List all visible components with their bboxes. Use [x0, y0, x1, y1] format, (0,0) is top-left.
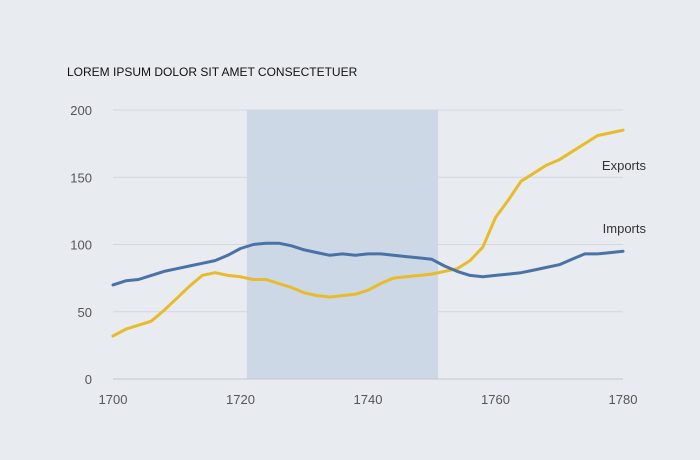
y-tick-label: 0 — [85, 372, 92, 387]
gridlines — [113, 109, 623, 380]
x-tick-label: 1720 — [226, 392, 255, 407]
y-tick-label: 150 — [70, 170, 92, 185]
y-tick-label: 100 — [70, 238, 92, 253]
chart-title: LOREM IPSUM DOLOR SIT AMET CONSECTETUER — [67, 65, 358, 79]
y-tick-label: 50 — [78, 305, 92, 320]
series-label-exports: Exports — [602, 158, 647, 173]
series-line-imports — [111, 241, 625, 287]
x-tick-label: 1740 — [354, 392, 383, 407]
series-label-imports: Imports — [603, 221, 647, 236]
x-tick-label: 1700 — [99, 392, 128, 407]
y-tick-label: 200 — [70, 103, 92, 118]
series-line-exports — [111, 128, 625, 338]
x-tick-label: 1780 — [609, 392, 638, 407]
axis-ticks: 0 50 100 150 200 1700 1720 1740 1760 1780 — [70, 103, 637, 407]
x-tick-label: 1760 — [481, 392, 510, 407]
series-lines — [111, 128, 625, 338]
series-labels: Exports Imports — [602, 158, 647, 236]
